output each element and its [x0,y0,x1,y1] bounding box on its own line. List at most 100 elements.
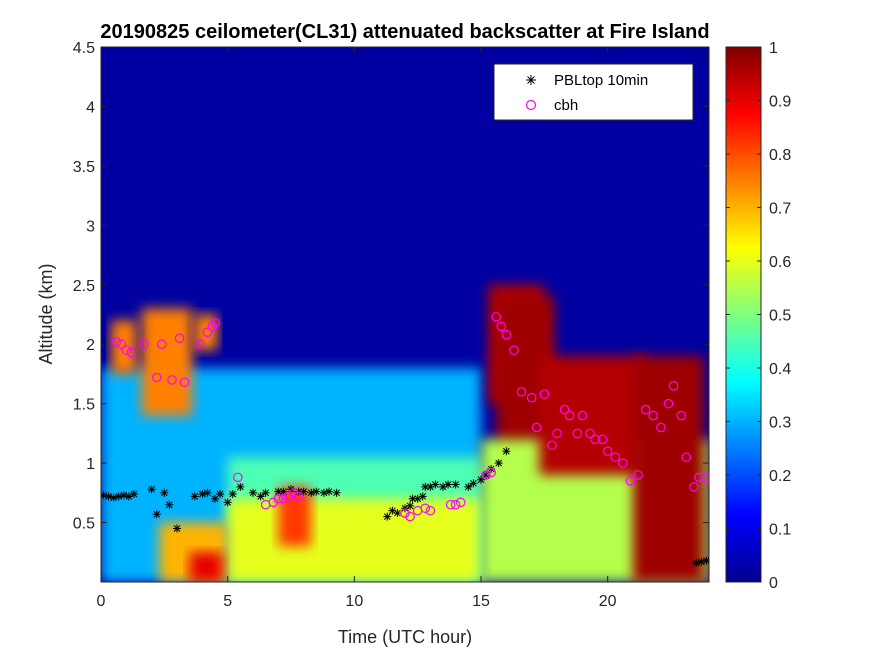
pbltop-point [464,482,473,491]
cbh-point [179,377,190,388]
pbltop-point [173,524,181,533]
cbh-point [590,434,600,445]
pbltop-point [129,490,138,499]
chart-title: 20190825 ceilometer(CL31) attenuated bac… [100,21,709,43]
pbltop-point [165,500,174,509]
pbltop-point [697,557,706,566]
cbh-point [455,497,466,508]
pbltop-point [692,558,701,567]
y-tick-label: 2 [86,337,95,354]
pbltop-point [307,488,316,497]
cbh-point [126,347,137,358]
legend-marker-pbltop [526,75,536,85]
cbh-point [273,493,284,504]
pbltop-point [160,488,169,497]
y-tick-label: 4.5 [73,40,95,57]
x-tick-label: 10 [345,593,363,610]
cbh-point [694,472,704,483]
cbh-point [633,470,643,480]
cbh-point [526,392,537,403]
pbltop-point [451,480,460,489]
pbltop-point [444,480,453,489]
pbltop-point [383,512,392,521]
cbh-point [509,345,519,355]
cbh-point [663,398,674,409]
pbltop-point [299,487,308,496]
cbh-point [167,375,177,385]
colorbar-tick-label: 0.3 [769,415,791,432]
cbh-point [481,470,491,480]
colorbar-ticks: 0 0.1 0.2 0.3 0.4 0.5 0.6 0.7 0.8 0.9 1 [726,40,791,592]
colorbar-tick-label: 0.5 [769,308,791,325]
cbh-point [572,428,583,439]
data-markers [101,312,709,567]
colorbar-gradient [725,46,762,583]
pbltop-point [109,493,118,502]
field-region [539,356,646,475]
pbltop-point [332,488,341,497]
cbh-point [445,499,456,510]
pbltop-point [236,482,245,491]
pbltop-point [104,492,113,501]
colorbar-tick-label: 0.2 [769,468,791,485]
cbh-point [278,493,289,504]
x-axis-label: Time (UTC hour) [338,627,472,647]
pbltop-point [249,488,257,497]
field-region [189,552,223,582]
cbh-point [597,434,608,445]
backscatter-field [101,47,709,582]
legend: PBLtop 10min cbh [493,63,694,121]
cbh-point [688,482,699,492]
pbltop-point [203,488,212,497]
plot-area: 0 5 10 15 20 0.5 1 1.5 2 2.5 3 3.5 4 4.5 [73,40,710,610]
legend-label-pbltop: PBLtop 10min [554,72,648,89]
y-tick-label: 2.5 [73,278,95,295]
cbh-point [539,389,550,399]
colorbar-tick-label: 0 [769,575,778,592]
cbh-point [501,329,512,340]
cbh-point [151,372,162,383]
pbltop-point [406,501,415,510]
cbh-point [405,511,415,522]
cbh-point [139,339,149,350]
colorbar-tick-label: 0.9 [769,94,791,111]
y-tick-label: 1.5 [73,397,95,414]
cbh-point [491,312,501,322]
colorbar-tick-label: 0.4 [769,361,791,378]
y-tick-label: 1 [86,456,95,473]
cbh-point [202,327,213,338]
y-axis-label: Altitude (km) [36,263,56,364]
x-tick-label: 0 [97,593,106,610]
cbh-point [585,428,595,439]
cbh-point [552,428,562,439]
cbh-point [195,339,205,350]
cbh-point [656,422,666,433]
cbh-point [564,410,575,421]
y-tick-label: 0.5 [73,516,95,533]
x-tick-label: 20 [599,593,617,610]
cbh-point [559,404,570,415]
cbh-point [602,446,613,457]
field-region [227,498,481,582]
cbh-point [496,321,507,332]
legend-box [493,63,694,121]
cbh-point [681,452,691,462]
field-region [194,314,218,351]
pbltop-point [469,479,478,488]
pbltop-point [431,480,440,489]
cbh-point [640,404,651,415]
colorbar: 0 0.1 0.2 0.3 0.4 0.5 0.6 0.7 0.8 0.9 1 [725,40,791,592]
pbltop-point [325,487,333,496]
pbltop-point [312,487,321,496]
cbh-point [233,472,243,483]
field-region [141,308,193,416]
cbh-point [625,476,636,486]
pbltop-point [408,494,417,503]
x-axis-ticks: 0 5 10 15 20 [97,47,617,610]
y-tick-label: 4 [86,99,95,116]
pbltop-point [216,490,225,499]
cbh-point [547,440,557,451]
pbltop-point [702,556,709,565]
legend-label-cbh: cbh [554,97,578,114]
